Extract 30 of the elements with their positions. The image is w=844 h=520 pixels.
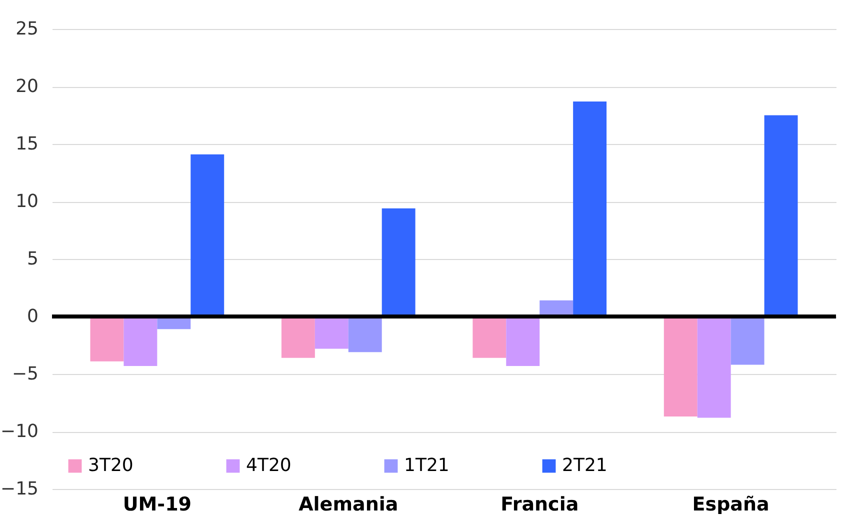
bar [90, 316, 124, 362]
bar [472, 316, 506, 358]
y-tick-label: −10 [0, 421, 38, 442]
y-tick-label: −5 [12, 364, 38, 384]
x-tick-label: Francia [500, 494, 579, 516]
bar [764, 115, 798, 316]
y-tick-label: 0 [27, 306, 38, 327]
bar [506, 316, 540, 366]
bar [124, 316, 158, 366]
bar [697, 316, 731, 418]
legend-label: 4T20 [246, 455, 292, 476]
y-tick-label: −15 [0, 478, 38, 500]
bar [730, 316, 764, 365]
bar [664, 316, 698, 417]
y-tick-label: 20 [16, 76, 38, 97]
x-tick-label: UM-19 [122, 494, 192, 516]
x-tick-label: Alemania [298, 494, 398, 516]
y-tick-label: 10 [16, 191, 38, 212]
bar [348, 316, 382, 352]
legend-label: 1T21 [404, 455, 450, 476]
legend-label: 3T20 [88, 455, 134, 476]
y-tick-label: 5 [27, 248, 38, 270]
bar [190, 154, 224, 316]
legend-label: 2T21 [562, 455, 608, 476]
bar [573, 101, 607, 316]
bar [314, 316, 348, 349]
bar [382, 208, 416, 316]
y-tick-label: 15 [16, 134, 38, 154]
bar [281, 316, 315, 358]
y-tick-label: 25 [16, 18, 38, 40]
